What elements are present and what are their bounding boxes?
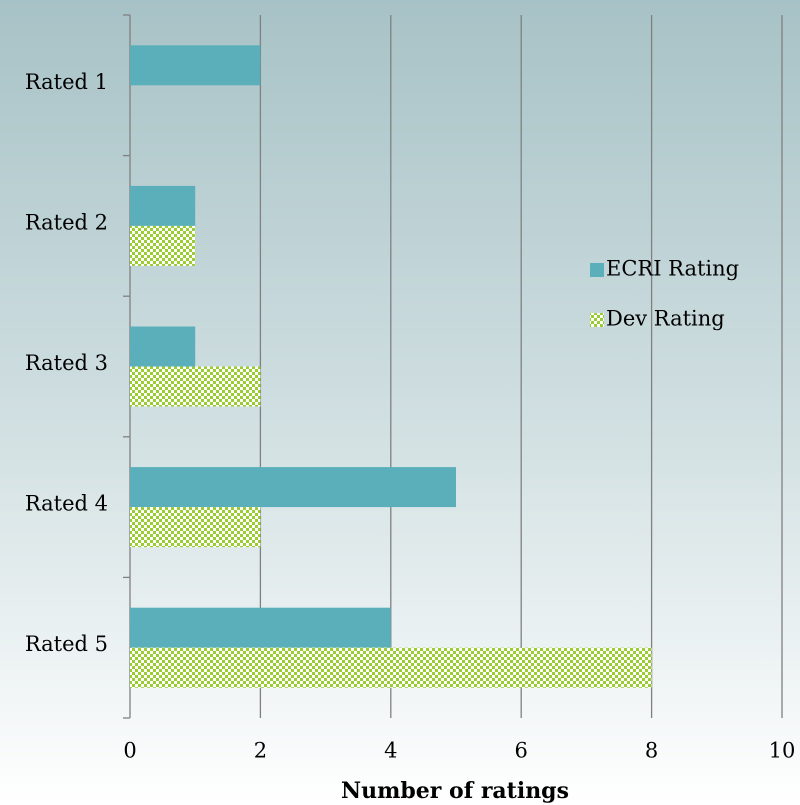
legend-swatch [590, 263, 604, 277]
y-tick-label: Rated 5 [25, 632, 108, 656]
x-tick-label: 2 [254, 739, 267, 763]
bar [130, 326, 196, 367]
x-tick-label: 0 [123, 739, 136, 763]
x-tick-label: 4 [384, 739, 397, 763]
bar [130, 507, 261, 548]
x-tick-label: 6 [515, 739, 528, 763]
bar [130, 225, 196, 266]
legend-swatch [590, 313, 604, 327]
legend-label: Dev Rating [606, 307, 725, 331]
y-tick-label: Rated 2 [25, 210, 108, 234]
y-tick-label: Rated 3 [25, 351, 108, 375]
bar [130, 45, 261, 86]
bar [130, 185, 196, 226]
bar [130, 366, 261, 407]
x-tick-label: 10 [769, 739, 796, 763]
bar [130, 467, 456, 508]
x-tick-label: 8 [645, 739, 658, 763]
legend-label: ECRI Rating [606, 257, 739, 281]
x-axis-label: Number of ratings [341, 778, 569, 804]
y-tick-label: Rated 1 [25, 70, 108, 94]
bar [130, 647, 652, 688]
y-tick-label: Rated 4 [25, 492, 108, 516]
bar [130, 607, 391, 648]
